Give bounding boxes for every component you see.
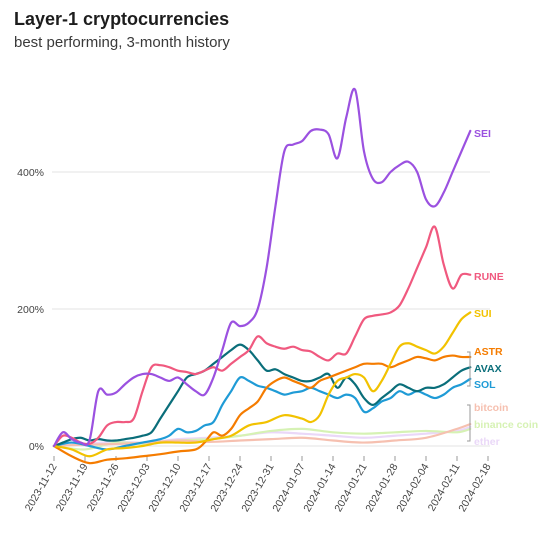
series-line-bitcoin (52, 422, 472, 448)
chart-subtitle: best performing, 3-month history (14, 34, 230, 51)
label-bracket (467, 351, 471, 387)
series-line-sol (52, 375, 472, 451)
x-tick-label: 2024-02-18 (456, 461, 493, 514)
series-line-sei (52, 87, 472, 448)
series-line-sui (52, 311, 472, 458)
series-labels: SEI RUNE SUI ASTR AVAX SOL bitcoin binance coin… (467, 128, 538, 448)
series-line-rune (52, 225, 472, 448)
series-label-avax: AVAX (474, 363, 502, 375)
series-line-avax (52, 343, 472, 448)
label-bracket (467, 404, 471, 442)
y-axis-ticks: 0% 200% 400% (17, 167, 44, 453)
series-label-sei: SEI (474, 128, 491, 140)
chart-title: Layer-1 cryptocurrencies (14, 9, 230, 29)
x-axis-ticks: 2023-11-122023-11-192023-11-262023-12-03… (23, 456, 494, 514)
series-label-ether: ether (474, 436, 500, 448)
series-label-rune: RUNE (474, 271, 504, 283)
series-label-binance-coin: binance coin (474, 419, 538, 431)
series-lines (52, 87, 472, 465)
series-label-bitcoin: bitcoin (474, 402, 508, 414)
y-tick-label: 200% (17, 304, 44, 316)
series-label-astr: ASTR (474, 346, 503, 358)
grid-lines (52, 171, 490, 447)
series-line-astr (52, 354, 472, 465)
y-tick-label: 400% (17, 167, 44, 179)
series-label-sui: SUI (474, 308, 492, 320)
y-tick-label: 0% (29, 441, 44, 453)
series-label-sol: SOL (474, 379, 496, 391)
